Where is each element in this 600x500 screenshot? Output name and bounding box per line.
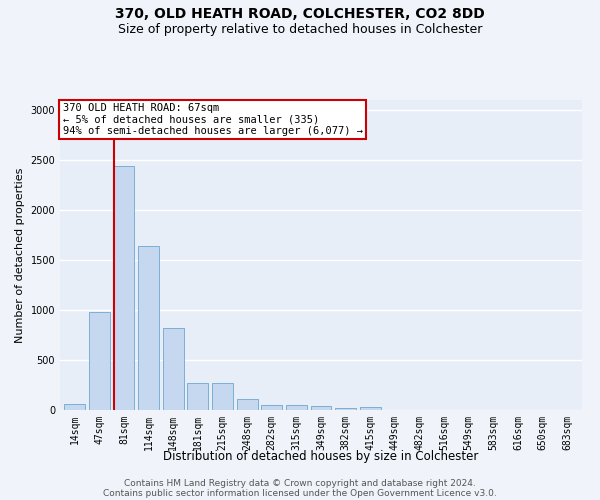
Bar bbox=[163, 328, 184, 410]
Bar bbox=[311, 406, 331, 410]
Bar bbox=[64, 404, 85, 410]
Text: Contains HM Land Registry data © Crown copyright and database right 2024.: Contains HM Land Registry data © Crown c… bbox=[124, 478, 476, 488]
Bar bbox=[360, 407, 381, 410]
Bar bbox=[236, 398, 257, 410]
Bar bbox=[261, 404, 282, 410]
Text: 370 OLD HEATH ROAD: 67sqm
← 5% of detached houses are smaller (335)
94% of semi-: 370 OLD HEATH ROAD: 67sqm ← 5% of detach… bbox=[62, 103, 362, 136]
Bar bbox=[138, 246, 159, 410]
Y-axis label: Number of detached properties: Number of detached properties bbox=[15, 168, 25, 342]
Text: Contains public sector information licensed under the Open Government Licence v3: Contains public sector information licen… bbox=[103, 488, 497, 498]
Bar bbox=[212, 383, 233, 410]
Bar bbox=[335, 408, 356, 410]
Text: 370, OLD HEATH ROAD, COLCHESTER, CO2 8DD: 370, OLD HEATH ROAD, COLCHESTER, CO2 8DD bbox=[115, 8, 485, 22]
Bar bbox=[187, 383, 208, 410]
Bar bbox=[113, 166, 134, 410]
Bar bbox=[286, 404, 307, 410]
Bar bbox=[89, 312, 110, 410]
Text: Distribution of detached houses by size in Colchester: Distribution of detached houses by size … bbox=[163, 450, 479, 463]
Text: Size of property relative to detached houses in Colchester: Size of property relative to detached ho… bbox=[118, 22, 482, 36]
